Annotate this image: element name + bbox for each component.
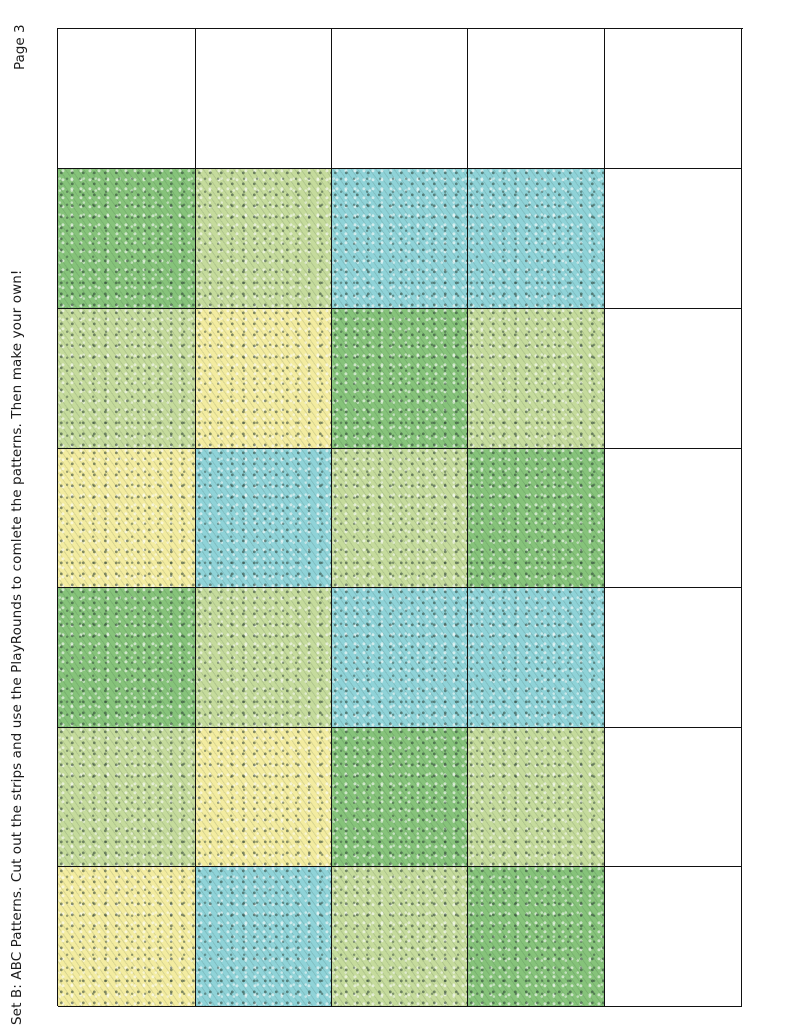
yellow-pattern-cell	[196, 728, 332, 867]
empty-pattern-cell	[58, 29, 196, 169]
light-green-pattern-cell	[196, 169, 332, 309]
green-pattern-cell	[332, 309, 468, 449]
green-pattern-cell	[332, 728, 468, 867]
light-green-pattern-cell	[196, 588, 332, 728]
light-green-pattern-cell	[468, 728, 605, 867]
empty-pattern-cell	[605, 29, 742, 169]
blue-pattern-cell	[468, 169, 605, 309]
light-green-pattern-cell	[332, 867, 468, 1007]
light-green-pattern-cell	[468, 309, 605, 449]
green-pattern-cell	[58, 588, 196, 728]
green-pattern-cell	[58, 169, 196, 309]
yellow-pattern-cell	[196, 309, 332, 449]
empty-pattern-cell	[605, 309, 742, 449]
empty-pattern-cell	[605, 588, 742, 728]
blue-pattern-cell	[332, 588, 468, 728]
blue-pattern-cell	[332, 169, 468, 309]
instructions-caption: Set B: ABC Patterns. Cut out the strips …	[9, 269, 25, 1025]
page-number: Page 3	[12, 24, 28, 70]
green-pattern-cell	[468, 449, 605, 588]
empty-pattern-cell	[605, 728, 742, 867]
light-green-pattern-cell	[58, 728, 196, 867]
empty-pattern-cell	[605, 867, 742, 1007]
green-pattern-cell	[468, 867, 605, 1007]
blue-pattern-cell	[196, 449, 332, 588]
light-green-pattern-cell	[332, 449, 468, 588]
empty-pattern-cell	[468, 29, 605, 169]
blue-pattern-cell	[196, 867, 332, 1007]
blue-pattern-cell	[468, 588, 605, 728]
empty-pattern-cell	[605, 169, 742, 309]
empty-pattern-cell	[332, 29, 468, 169]
yellow-pattern-cell	[58, 449, 196, 588]
light-green-pattern-cell	[58, 309, 196, 449]
pattern-grid	[57, 28, 743, 1007]
yellow-pattern-cell	[58, 867, 196, 1007]
empty-pattern-cell	[605, 449, 742, 588]
empty-pattern-cell	[196, 29, 332, 169]
